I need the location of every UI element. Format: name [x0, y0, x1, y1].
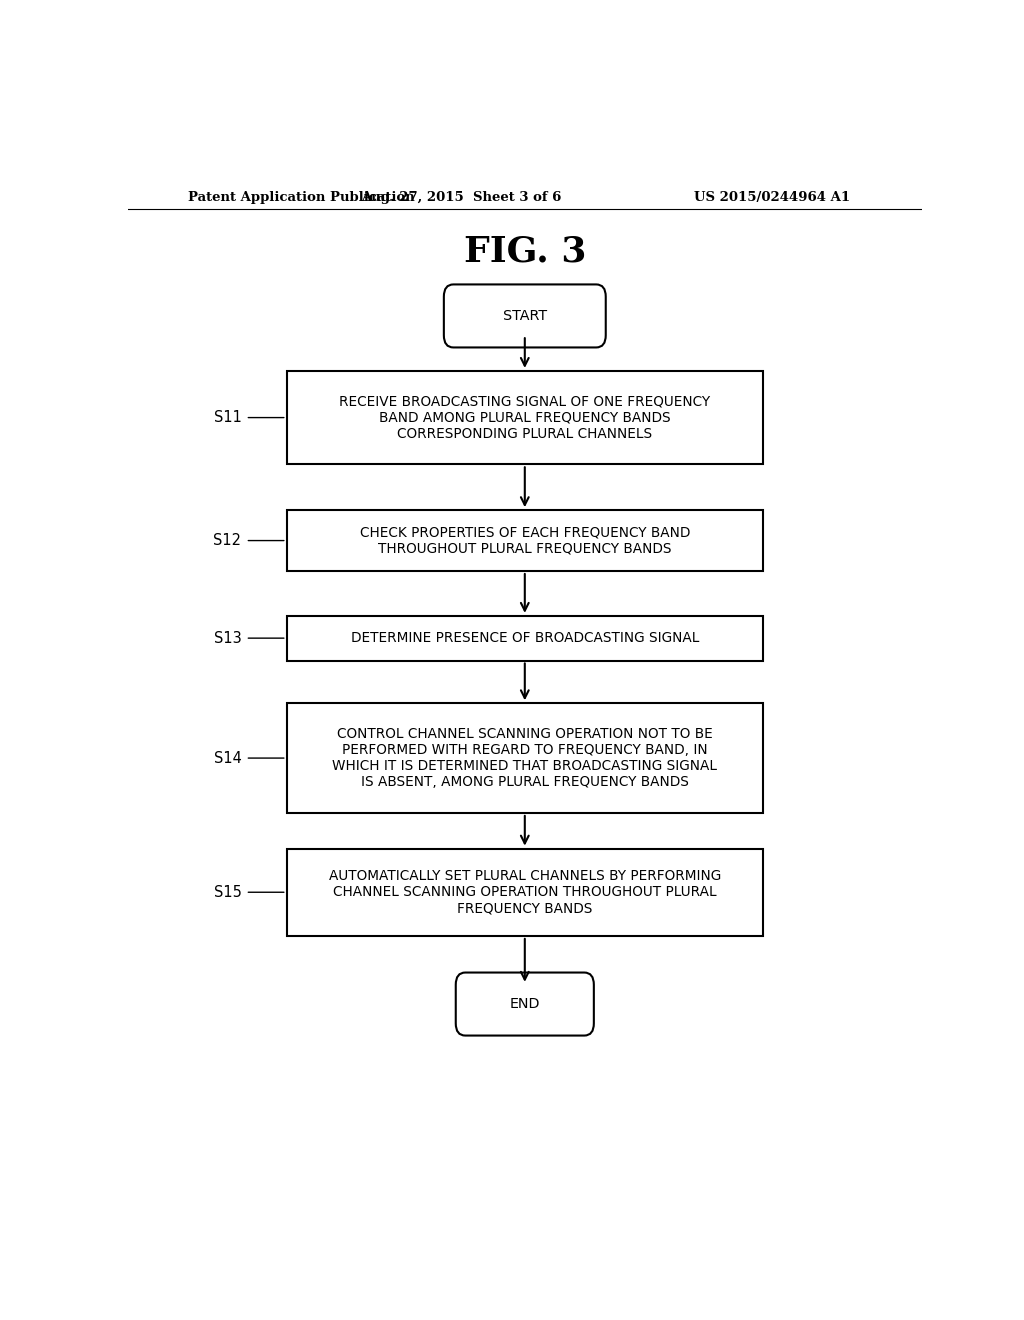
Bar	[287, 371, 763, 465]
Text: Patent Application Publication: Patent Application Publication	[187, 190, 415, 203]
Bar	[287, 510, 763, 572]
Bar	[287, 849, 763, 936]
Text: END: END	[510, 997, 540, 1011]
Text: FIG. 3: FIG. 3	[464, 235, 586, 269]
Text: CONTROL CHANNEL SCANNING OPERATION NOT TO BE
PERFORMED WITH REGARD TO FREQUENCY : CONTROL CHANNEL SCANNING OPERATION NOT T…	[333, 727, 717, 789]
Bar	[287, 704, 763, 813]
Text: S12: S12	[213, 533, 242, 548]
Text: S11: S11	[214, 411, 242, 425]
Text: AUTOMATICALLY SET PLURAL CHANNELS BY PERFORMING
CHANNEL SCANNING OPERATION THROU: AUTOMATICALLY SET PLURAL CHANNELS BY PER…	[329, 869, 721, 916]
Text: Aug. 27, 2015  Sheet 3 of 6: Aug. 27, 2015 Sheet 3 of 6	[361, 190, 561, 203]
FancyBboxPatch shape	[456, 973, 594, 1036]
Text: S14: S14	[214, 751, 242, 766]
Text: START: START	[503, 309, 547, 323]
Text: DETERMINE PRESENCE OF BROADCASTING SIGNAL: DETERMINE PRESENCE OF BROADCASTING SIGNA…	[350, 631, 699, 645]
Text: US 2015/0244964 A1: US 2015/0244964 A1	[694, 190, 850, 203]
FancyBboxPatch shape	[443, 284, 606, 347]
Bar	[287, 615, 763, 660]
Text: CHECK PROPERTIES OF EACH FREQUENCY BAND
THROUGHOUT PLURAL FREQUENCY BANDS: CHECK PROPERTIES OF EACH FREQUENCY BAND …	[359, 525, 690, 556]
Text: RECEIVE BROADCASTING SIGNAL OF ONE FREQUENCY
BAND AMONG PLURAL FREQUENCY BANDS
C: RECEIVE BROADCASTING SIGNAL OF ONE FREQU…	[339, 395, 711, 441]
Text: S13: S13	[214, 631, 242, 645]
Text: S15: S15	[214, 884, 242, 900]
